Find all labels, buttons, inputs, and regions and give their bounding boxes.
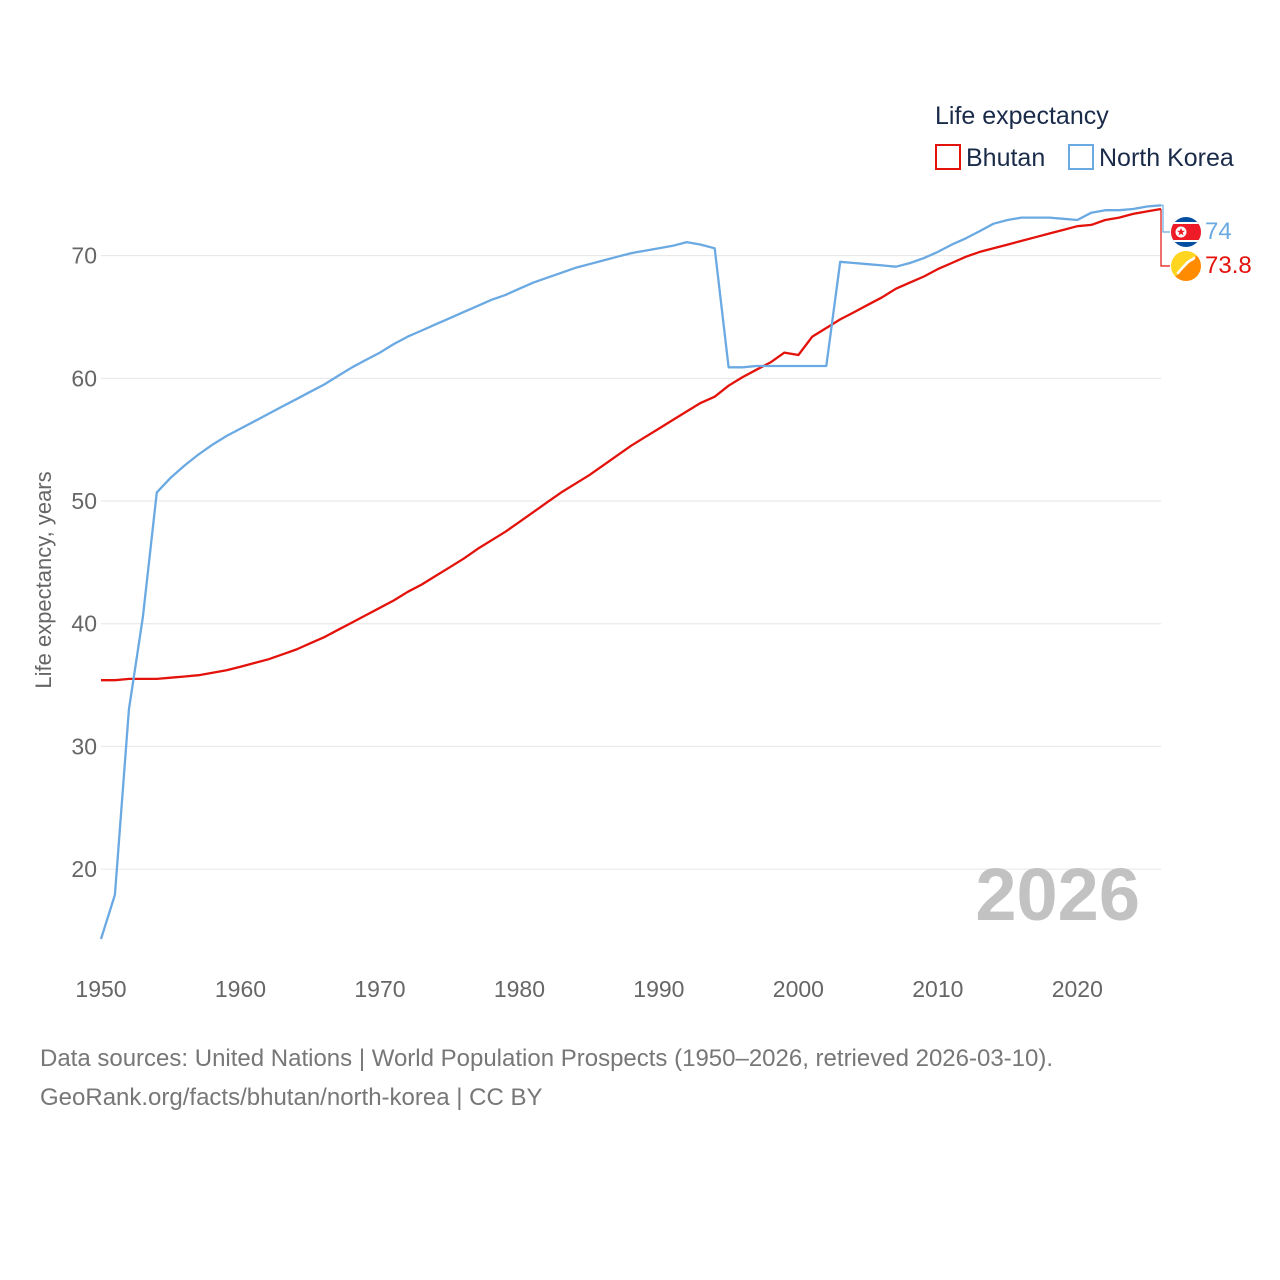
x-tick-label: 1960 xyxy=(215,976,266,1002)
x-tick-label: 2000 xyxy=(773,976,824,1002)
x-tick-label: 2020 xyxy=(1052,976,1103,1002)
connector-north-korea xyxy=(1161,204,1170,233)
bhutan-flag-icon xyxy=(1171,251,1201,281)
source-line-2[interactable]: GeoRank.org/facts/bhutan/north-korea | C… xyxy=(40,1084,543,1111)
y-tick-label: 70 xyxy=(71,243,97,269)
y-axis-title: Life expectancy, years xyxy=(31,471,56,688)
legend-label-bhutan: Bhutan xyxy=(966,144,1045,172)
series-line-bhutan[interactable] xyxy=(101,207,1162,682)
y-tick-label: 50 xyxy=(71,488,97,514)
end-label-north-korea: 74 xyxy=(1205,218,1232,245)
x-tick-label: 1980 xyxy=(494,976,545,1002)
legend-title: Life expectancy xyxy=(935,102,1109,130)
y-tick-label: 40 xyxy=(71,611,97,637)
gridlines xyxy=(101,255,1161,870)
connector-bhutan xyxy=(1160,209,1170,267)
legend[interactable]: Life expectancy Bhutan North Korea xyxy=(935,102,1234,172)
x-tick-label: 2010 xyxy=(912,976,963,1002)
y-axis-ticks: 20 30 40 50 60 70 xyxy=(71,243,97,882)
x-tick-label: 1950 xyxy=(75,976,126,1002)
source-line-1: Data sources: United Nations | World Pop… xyxy=(40,1045,1054,1072)
y-tick-label: 20 xyxy=(71,856,97,882)
legend-swatch-north-korea xyxy=(1068,144,1094,170)
y-tick-label: 30 xyxy=(71,733,97,759)
legend-item-bhutan[interactable]: Bhutan xyxy=(935,144,1045,172)
north-korea-flag-icon xyxy=(1171,217,1201,247)
series-lines xyxy=(99,204,1162,940)
legend-item-north-korea[interactable]: North Korea xyxy=(1068,144,1234,172)
legend-swatch-bhutan xyxy=(935,144,961,170)
x-tick-label: 1970 xyxy=(354,976,405,1002)
end-label-bhutan: 73.8 xyxy=(1205,252,1252,279)
current-year-label: 2026 xyxy=(975,853,1140,936)
end-labels: 74 73.8 xyxy=(1160,204,1252,281)
x-tick-label: 1990 xyxy=(633,976,684,1002)
y-tick-label: 60 xyxy=(71,365,97,391)
legend-label-north-korea: North Korea xyxy=(1099,144,1234,172)
series-line-north-korea[interactable] xyxy=(99,204,1162,940)
x-axis-ticks: 1950 1960 1970 1980 1990 2000 2010 2020 xyxy=(75,976,1102,1002)
